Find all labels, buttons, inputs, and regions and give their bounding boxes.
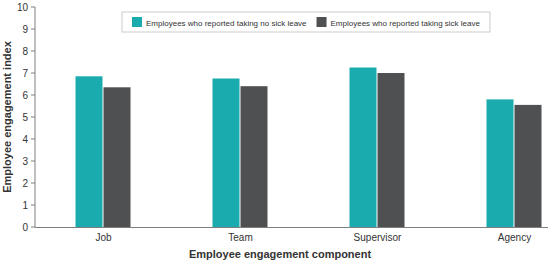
y-tick <box>31 29 35 30</box>
legend-swatch <box>132 17 142 27</box>
legend: Employees who reported taking no sick le… <box>122 12 490 32</box>
chart-container: 0 1 2 3 4 5 6 7 8 9 10 Job Team Supervisor Agency Emplo… <box>0 0 548 264</box>
y-axis-title: Employee engagement index <box>1 40 13 192</box>
y-tick <box>31 51 35 52</box>
bar <box>487 99 514 227</box>
bar <box>378 73 405 227</box>
y-tick <box>31 227 35 228</box>
legend-swatch <box>317 17 327 27</box>
bar <box>241 86 268 227</box>
legend-label: Employees who reported taking sick leave <box>331 19 481 28</box>
bars <box>76 68 542 228</box>
y-tick-label: 0 <box>22 222 28 233</box>
y-tick <box>31 161 35 162</box>
bar <box>350 68 377 228</box>
y-tick <box>31 117 35 118</box>
y-tick-label: 5 <box>22 112 28 123</box>
bar <box>104 87 131 227</box>
y-tick-label: 1 <box>22 200 28 211</box>
y-tick <box>31 139 35 140</box>
bar <box>213 79 240 228</box>
y-tick-label: 6 <box>22 90 28 101</box>
x-tick-label: Job <box>95 232 112 243</box>
y-tick <box>31 73 35 74</box>
y-tick-label: 4 <box>22 134 28 145</box>
x-tick-label: Supervisor <box>354 232 402 243</box>
y-tick-label: 8 <box>22 46 28 57</box>
x-tick-label: Agency <box>498 232 531 243</box>
y-tick-label: 7 <box>22 68 28 79</box>
bar <box>515 105 542 227</box>
y-tick-label: 9 <box>22 24 28 35</box>
x-tick-label: Team <box>228 232 252 243</box>
bar <box>76 76 103 227</box>
y-tick <box>31 205 35 206</box>
x-axis-line <box>35 227 548 228</box>
y-tick <box>31 95 35 96</box>
legend-label: Employees who reported taking no sick le… <box>146 19 307 28</box>
y-tick-label: 3 <box>22 156 28 167</box>
y-tick-label: 10 <box>17 2 29 13</box>
x-axis-title: Employee engagement component <box>189 248 371 260</box>
chart-svg: 0 1 2 3 4 5 6 7 8 9 10 Job Team Supervisor Agency Emplo… <box>0 0 548 264</box>
legend-box <box>122 12 490 32</box>
y-tick-label: 2 <box>22 178 28 189</box>
y-tick <box>31 7 35 8</box>
y-tick <box>31 183 35 184</box>
